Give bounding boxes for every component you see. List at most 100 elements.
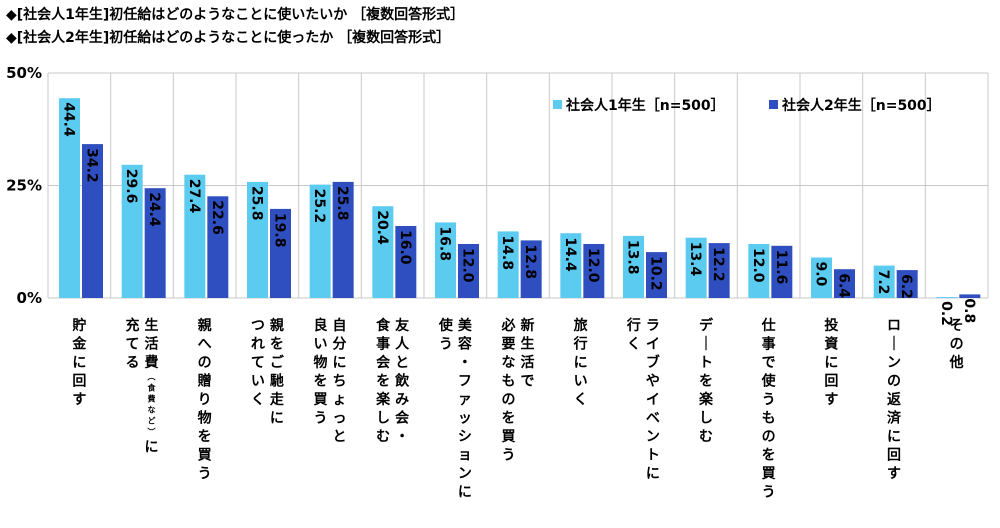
data-label-s1: 20.4 xyxy=(374,210,390,245)
category-char: く xyxy=(251,392,265,408)
category-char: に xyxy=(574,355,588,371)
category-char: の xyxy=(950,337,964,353)
data-label-s2: 16.0 xyxy=(397,230,413,265)
category-char: も xyxy=(762,411,776,427)
category-char: に xyxy=(333,355,347,371)
category-char: 事 xyxy=(376,336,390,353)
category-char: 飲 xyxy=(394,373,410,390)
category-char: 旅 xyxy=(574,317,588,334)
category-char: を xyxy=(502,411,516,427)
data-label-s1: 0.2 xyxy=(938,301,954,326)
category-char: そ xyxy=(950,318,964,334)
category-char: む xyxy=(699,429,713,445)
category-char: う xyxy=(762,485,776,501)
category-char: 会 xyxy=(395,410,410,427)
category-char: 馳 xyxy=(270,373,284,390)
data-label-s2: 34.2 xyxy=(84,148,100,183)
data-label-s2: 0.8 xyxy=(961,298,977,323)
category-char: て xyxy=(251,355,265,371)
category-char: デ xyxy=(699,317,714,334)
category-char: ァ xyxy=(458,392,472,408)
data-label-s2: 6.2 xyxy=(898,274,914,299)
category-char: を xyxy=(270,337,284,353)
category-char: い xyxy=(251,374,265,390)
category-char: に xyxy=(887,429,901,445)
category-char: 仕 xyxy=(761,317,776,334)
bar-s2 xyxy=(896,270,918,298)
bar-s1 xyxy=(623,235,644,298)
category-char: と xyxy=(333,429,347,445)
legend-label-s2: 社会人2年生［n=500］ xyxy=(781,97,941,114)
category-char: 返 xyxy=(887,391,901,408)
bar-s2 xyxy=(520,240,542,298)
category-char: 使 xyxy=(761,373,777,390)
category-char: や xyxy=(646,374,660,390)
category-char: 走 xyxy=(270,392,285,408)
category-char: 自 xyxy=(333,317,347,334)
bar-s2 xyxy=(332,181,354,298)
data-label-s1: 14.4 xyxy=(562,237,578,272)
category-char: ン xyxy=(646,429,660,445)
data-label-s1: 14.8 xyxy=(499,235,515,270)
category-char: 要 xyxy=(502,337,516,353)
data-label-s2: 22.6 xyxy=(209,200,225,235)
category-char: 資 xyxy=(824,336,838,353)
category-char: に xyxy=(270,411,284,427)
data-label-s2: 12.2 xyxy=(710,247,726,282)
category-char: 買 xyxy=(198,448,213,464)
data-label-s1: 16.8 xyxy=(437,226,453,261)
category-char: 回 xyxy=(72,374,86,390)
category-char: っ xyxy=(333,411,347,427)
data-label-s1: 13.8 xyxy=(625,240,641,275)
category-char: ョ xyxy=(458,448,472,464)
category-char: シ xyxy=(458,429,472,445)
category-char: ッ xyxy=(458,411,472,427)
category-char: く xyxy=(574,392,588,408)
category-char: な xyxy=(148,406,156,415)
category-char: 買 xyxy=(762,466,777,482)
y-tick-label: 25% xyxy=(6,177,42,195)
chart-title-1: ◆[社会人1年生]初任給はどのようなことに使いたいか ［複数回答形式］ xyxy=(6,7,465,23)
category-char: 親 xyxy=(198,317,212,334)
bar-s2 xyxy=(646,252,667,298)
category-char: 生 xyxy=(521,336,535,353)
category-char: の xyxy=(198,355,212,371)
bar-s1 xyxy=(811,257,832,298)
data-label-s2: 12.0 xyxy=(460,248,476,283)
data-label-s2: 11.6 xyxy=(773,250,789,285)
category-char: 金 xyxy=(71,336,87,353)
bar-s2 xyxy=(458,244,479,298)
category-char: れ xyxy=(251,337,265,353)
category-char: 使 xyxy=(438,317,454,334)
category-char: し xyxy=(376,411,390,427)
category-char: 費 xyxy=(145,354,159,371)
data-label-s1: 9.0 xyxy=(813,262,829,287)
bar-s1 xyxy=(435,222,456,298)
category-char: 贈 xyxy=(198,373,212,390)
category-char: す xyxy=(887,466,901,482)
category-char: に xyxy=(145,440,159,456)
bar-s2 xyxy=(959,294,981,298)
category-char: 良 xyxy=(314,317,328,334)
category-char: い xyxy=(314,337,328,353)
category-char: う xyxy=(762,392,776,408)
data-label-s1: 12.0 xyxy=(750,248,766,283)
category-char: と xyxy=(395,355,409,371)
category-char: 活 xyxy=(145,336,159,353)
category-char: む xyxy=(376,429,390,445)
category-char: ト xyxy=(646,448,660,464)
